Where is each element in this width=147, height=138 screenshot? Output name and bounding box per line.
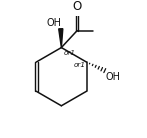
Text: or1: or1 (73, 62, 85, 67)
Text: or1: or1 (64, 50, 76, 56)
Text: OH: OH (47, 18, 62, 28)
Text: OH: OH (106, 72, 121, 82)
Text: O: O (72, 0, 82, 13)
Polygon shape (59, 29, 63, 48)
